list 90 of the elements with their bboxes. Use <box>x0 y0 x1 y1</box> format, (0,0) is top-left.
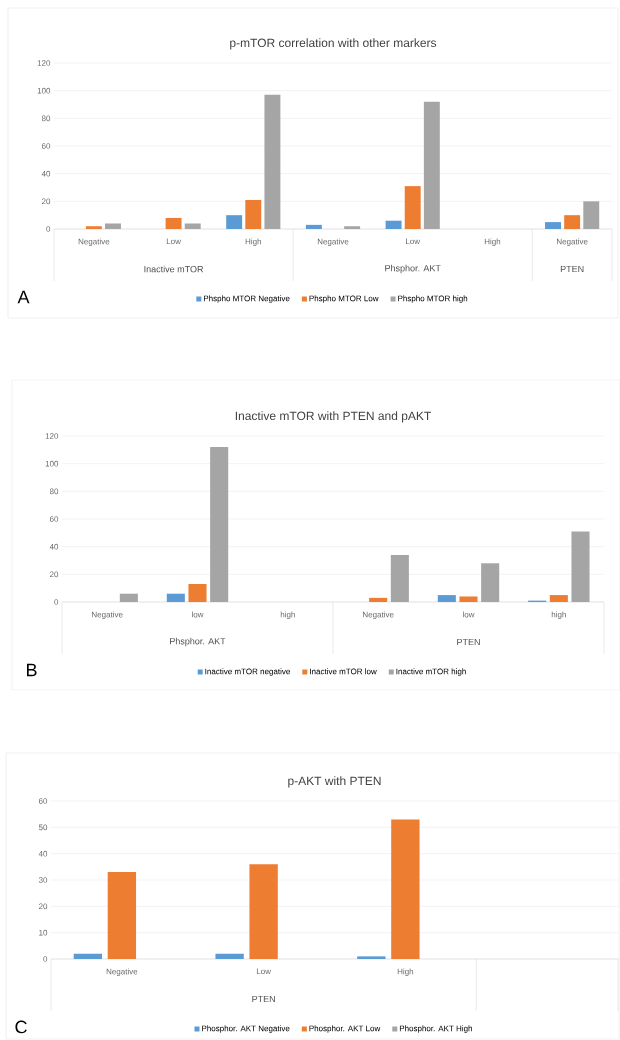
bar <box>385 220 402 230</box>
x-tick-label: Negative <box>91 611 123 619</box>
bar <box>423 101 440 230</box>
y-tick-label: 40 <box>38 850 48 857</box>
text: PTEN <box>560 265 584 273</box>
y-tick-label: 20 <box>41 198 51 205</box>
chart-title: p-AKT with PTEN <box>288 776 381 788</box>
bar <box>437 595 456 602</box>
x-tick-label: Negative <box>362 611 394 619</box>
bar <box>357 956 386 959</box>
text: PTEN <box>457 638 480 646</box>
text: A <box>17 290 30 304</box>
legend-label: Phspho MTOR Negative <box>203 295 290 303</box>
x-tick-label: Negative <box>78 238 110 246</box>
legend-label: Inactive mTOR negative <box>205 668 290 676</box>
x-tick-label: high <box>551 611 566 619</box>
bar <box>184 223 201 230</box>
bar <box>459 596 478 602</box>
chart-title: Inactive mTOR with PTEN and pAKT <box>235 411 431 423</box>
bar <box>85 226 102 230</box>
bar <box>73 953 102 959</box>
x-tick-label: Negative <box>317 238 349 246</box>
bar <box>549 595 568 602</box>
x-tick-label: Low <box>166 238 181 245</box>
bar <box>544 222 561 230</box>
x-tick-label: High <box>245 238 261 246</box>
legend-label: Inactive mTOR low <box>309 668 377 675</box>
y-tick-label: 0 <box>46 226 51 232</box>
bar <box>404 186 421 230</box>
bar <box>344 226 360 230</box>
text: C <box>15 1020 27 1034</box>
bar <box>188 584 207 602</box>
bar <box>215 953 244 959</box>
bar <box>481 563 500 602</box>
bar <box>245 199 262 230</box>
x-tick-label: low <box>191 611 204 618</box>
bar <box>390 554 409 602</box>
bar <box>264 94 281 230</box>
y-tick-label: 100 <box>45 460 59 467</box>
x-tick-label: Negative <box>106 968 138 976</box>
x-tick-label: High <box>484 238 501 246</box>
x-tick-label: high <box>280 611 295 619</box>
legend-label: Phspho MTOR Low <box>309 295 379 303</box>
bar <box>564 215 581 230</box>
x-tick-label: Negative <box>556 238 588 246</box>
bar <box>104 223 121 230</box>
y-tick-label: 60 <box>49 516 59 522</box>
y-tick-label: 0 <box>43 956 48 962</box>
y-tick-label: 80 <box>49 488 59 495</box>
bar <box>249 864 278 959</box>
text: B <box>26 663 37 677</box>
bar <box>210 447 229 602</box>
y-tick-label: 50 <box>38 824 48 831</box>
legend-label: Inactive mTOR high <box>396 668 466 676</box>
legend-label: Phosphor. AKT Low <box>309 1025 381 1033</box>
bar <box>165 217 182 230</box>
bar <box>305 224 322 230</box>
text: Phsphor. AKT <box>385 264 441 274</box>
bar <box>583 201 600 230</box>
legend-label: Phspho MTOR high <box>398 295 468 303</box>
y-tick-label: 20 <box>49 571 59 578</box>
x-tick-label: High <box>397 968 413 976</box>
text: Inactive mTOR <box>144 265 203 273</box>
legend-label: Phosphor. AKT High <box>399 1025 472 1033</box>
y-tick-label: 0 <box>54 599 59 605</box>
text: Phsphor. AKT <box>169 637 226 647</box>
chart-title: p-mTOR correlation with other markers <box>230 38 437 50</box>
y-tick-label: 80 <box>41 115 51 122</box>
y-tick-label: 30 <box>38 877 48 883</box>
x-tick-label: Low <box>405 238 420 245</box>
y-tick-label: 20 <box>38 903 48 910</box>
bar <box>119 593 138 602</box>
text: PTEN <box>252 995 275 1003</box>
y-tick-label: 40 <box>41 170 51 177</box>
bar <box>166 593 185 602</box>
x-tick-label: Low <box>256 968 271 975</box>
bar <box>369 597 388 602</box>
bar <box>107 872 136 959</box>
y-tick-label: 120 <box>45 433 59 439</box>
y-tick-label: 60 <box>41 143 51 149</box>
bar <box>571 531 590 602</box>
x-tick-label: low <box>462 611 475 618</box>
y-tick-label: 10 <box>39 929 48 936</box>
y-tick-label: 120 <box>37 60 51 66</box>
y-tick-label: 100 <box>37 87 51 94</box>
y-tick-label: 40 <box>49 543 59 550</box>
y-tick-label: 60 <box>38 798 48 804</box>
bar <box>226 215 243 230</box>
bar <box>391 819 420 959</box>
legend-label: Phosphor. AKT Negative <box>202 1025 290 1033</box>
